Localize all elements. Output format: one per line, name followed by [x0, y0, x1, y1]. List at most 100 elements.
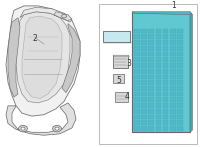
Bar [156, 63, 161, 68]
Bar [134, 34, 140, 39]
Bar [156, 57, 161, 62]
Bar [148, 75, 154, 79]
Bar [148, 63, 154, 68]
Bar [148, 103, 154, 108]
Text: 3: 3 [127, 59, 131, 69]
Bar [177, 29, 183, 33]
Bar [134, 115, 140, 119]
Bar [177, 115, 183, 119]
Polygon shape [113, 55, 130, 57]
Bar [163, 40, 168, 45]
Bar [134, 75, 140, 79]
Bar [177, 120, 183, 125]
Bar [177, 40, 183, 45]
Bar [148, 29, 154, 33]
Bar [132, 12, 190, 132]
Bar [148, 34, 154, 39]
Bar [148, 80, 154, 85]
Bar [156, 34, 161, 39]
Bar [134, 103, 140, 108]
Bar [163, 46, 168, 51]
Bar [148, 40, 154, 45]
Polygon shape [16, 12, 70, 103]
Bar [163, 86, 168, 91]
Bar [170, 120, 176, 125]
Bar [163, 97, 168, 102]
Polygon shape [190, 12, 192, 132]
Bar [134, 109, 140, 114]
Bar [115, 92, 128, 102]
Bar [148, 115, 154, 119]
Bar [148, 97, 154, 102]
Bar [177, 103, 183, 108]
Bar [134, 86, 140, 91]
Bar [163, 69, 168, 74]
Bar [148, 57, 154, 62]
Bar [141, 109, 147, 114]
Bar [170, 86, 176, 91]
Bar [177, 80, 183, 85]
Bar [156, 109, 161, 114]
Bar [156, 86, 161, 91]
Bar [156, 97, 161, 102]
Bar [134, 40, 140, 45]
Bar [103, 31, 130, 42]
Bar [141, 103, 147, 108]
Bar [156, 80, 161, 85]
Polygon shape [62, 24, 80, 93]
Bar [170, 40, 176, 45]
Bar [163, 29, 168, 33]
Bar [141, 52, 147, 56]
Bar [170, 109, 176, 114]
Bar [170, 34, 176, 39]
Bar [104, 42, 131, 43]
Bar [156, 115, 161, 119]
Bar [141, 115, 147, 119]
Bar [170, 115, 176, 119]
Bar [156, 29, 161, 33]
Polygon shape [6, 6, 80, 116]
Bar [177, 109, 183, 114]
Bar [170, 75, 176, 79]
Bar [134, 57, 140, 62]
Bar [177, 34, 183, 39]
Polygon shape [54, 12, 72, 21]
Polygon shape [20, 7, 72, 22]
Bar [134, 120, 140, 125]
Bar [170, 63, 176, 68]
Bar [177, 57, 183, 62]
Bar [141, 57, 147, 62]
Bar [141, 40, 147, 45]
Bar [148, 69, 154, 74]
Bar [148, 109, 154, 114]
Bar [170, 92, 176, 96]
Bar [148, 46, 154, 51]
Circle shape [21, 127, 25, 130]
Bar [134, 92, 140, 96]
Bar [134, 63, 140, 68]
Bar [156, 52, 161, 56]
Circle shape [53, 125, 61, 132]
Bar [170, 69, 176, 74]
Bar [156, 69, 161, 74]
Bar [170, 80, 176, 85]
Bar [156, 40, 161, 45]
Bar [141, 80, 147, 85]
Bar [134, 97, 140, 102]
Bar [134, 46, 140, 51]
Bar [148, 92, 154, 96]
Bar [163, 80, 168, 85]
Bar [163, 92, 168, 96]
Bar [134, 29, 140, 33]
Text: 4: 4 [125, 92, 129, 101]
Bar [177, 75, 183, 79]
Bar [141, 75, 147, 79]
Bar [170, 46, 176, 51]
Bar [170, 57, 176, 62]
Bar [148, 126, 154, 131]
Bar [141, 92, 147, 96]
Bar [170, 103, 176, 108]
Bar [148, 120, 154, 125]
Text: 1: 1 [172, 1, 176, 10]
Polygon shape [22, 16, 62, 98]
